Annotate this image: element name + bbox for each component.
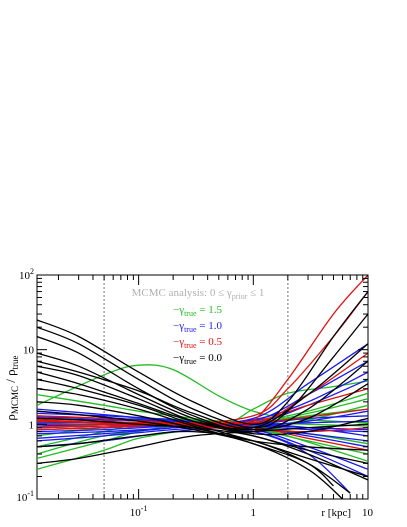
legend: −γtrue = 1.5 −γtrue = 1.0 −γtrue = 0.5 −γtr…	[173, 304, 222, 366]
series-3-curve-12	[37, 371, 368, 431]
plot-frame	[36, 274, 369, 500]
legend-entry-2: −γtrue = 0.5	[173, 336, 222, 350]
x-tick-label-0: 10-1	[130, 504, 148, 519]
series-3-curve-5	[37, 378, 368, 478]
vertical-markers	[103, 275, 289, 499]
series-3-curve-13	[37, 417, 368, 481]
series-3-curve-1	[37, 313, 368, 429]
series-3-curve-3	[37, 352, 368, 436]
x-tick-label-1: 1	[251, 507, 257, 519]
series-0-curve-0	[37, 364, 368, 424]
y-tick-label-2: 10	[23, 345, 35, 357]
series-3-curve-9	[37, 430, 334, 487]
y-tick-label-1: 1	[29, 419, 35, 431]
axis-ticks	[37, 274, 369, 500]
y-axis-label: ρMCMC / ρtrue	[3, 355, 20, 420]
series-3-curve-0	[37, 291, 368, 425]
y-tick-label-3: 102	[19, 267, 34, 282]
x-axis-label: r [kpc]	[321, 507, 351, 519]
tick-labels: 10-1 1 10 10-1 1 10 102	[16, 267, 373, 519]
series-3-curve-10	[37, 423, 368, 465]
legend-entry-0: −γtrue = 1.5	[173, 304, 222, 318]
series-curves	[37, 275, 368, 499]
legend-entry-1: −γtrue = 1.0	[173, 320, 222, 334]
y-tick-label-0: 10-1	[16, 489, 34, 504]
series-2-curve-4	[37, 388, 368, 426]
svg-text:MCMC analysis: 0 ≤ γprior ≤ 1: MCMC analysis: 0 ≤ γprior ≤ 1	[132, 287, 265, 301]
annotation: MCMC analysis: 0 ≤ γprior ≤ 1	[132, 287, 265, 301]
legend-entry-3: −γtrue = 0.0	[173, 352, 222, 366]
series-3-curve-8	[37, 410, 344, 499]
annotation-sub: prior	[232, 292, 248, 301]
x-tick-label-2: 10	[362, 507, 374, 519]
series-3-curve-11	[37, 343, 368, 429]
annotation-suffix: ≤ 1	[247, 287, 264, 299]
annotation-prefix: MCMC analysis: 0 ≤ γ	[132, 287, 232, 299]
series-3-curve-2	[37, 335, 368, 433]
